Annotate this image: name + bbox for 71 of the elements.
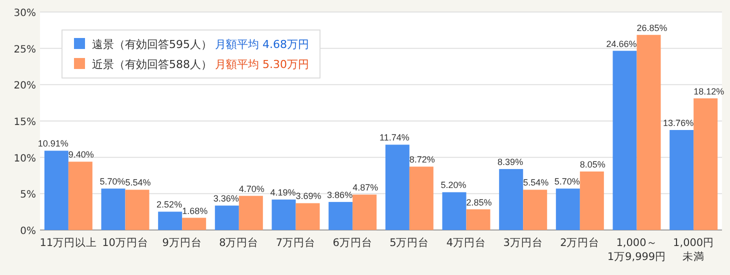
bar	[328, 202, 353, 230]
data-label: 9.40%	[68, 150, 94, 160]
y-tick-label: 0%	[20, 226, 36, 237]
bar	[499, 169, 524, 230]
data-label: 5.20%	[440, 180, 466, 190]
data-label: 4.87%	[352, 182, 378, 193]
data-label: 3.36%	[213, 194, 239, 204]
data-label: 13.76%	[663, 118, 694, 128]
x-tick-label: 6万円台	[332, 236, 372, 249]
y-tick-label: 25%	[14, 44, 36, 56]
x-tick-label: 3万円台	[503, 236, 543, 249]
bar	[68, 162, 92, 230]
y-tick-label: 5%	[20, 190, 36, 201]
x-tick-label: 1,000円未満	[673, 237, 714, 263]
bar	[580, 172, 604, 230]
data-label: 4.70%	[238, 184, 264, 194]
data-label: 5.70%	[100, 176, 126, 187]
bar	[182, 218, 206, 230]
annotation: 月額平均 5.30万円	[215, 58, 309, 71]
bar	[670, 130, 694, 230]
x-tick-label: 10万円台	[102, 236, 148, 249]
bar	[296, 203, 320, 230]
data-label: 5.54%	[523, 178, 549, 188]
y-tick-label: 10%	[14, 153, 36, 164]
data-label: 8.39%	[498, 157, 524, 168]
x-tick-label: 2万円台	[560, 236, 600, 249]
data-label: 1.68%	[182, 206, 208, 216]
bar	[158, 212, 182, 230]
bar	[556, 188, 580, 230]
data-label: 8.72%	[409, 154, 435, 165]
x-tick-label: 7万円台	[276, 236, 316, 249]
bar	[466, 209, 490, 230]
bar	[352, 194, 377, 230]
bar	[442, 192, 466, 230]
data-label: 2.85%	[466, 197, 492, 208]
y-tick-label: 15%	[14, 117, 36, 128]
bar	[523, 190, 548, 230]
y-tick-label: 30%	[14, 8, 36, 19]
bar	[409, 166, 434, 230]
data-label: 4.19%	[270, 188, 296, 198]
x-tick-label: 9万円台	[162, 236, 202, 249]
bar	[272, 200, 296, 230]
data-label: 2.52%	[156, 200, 182, 210]
x-tick-label: 1,000～1万9,999円	[607, 237, 666, 263]
annotation: 月額平均 4.68万円	[215, 38, 309, 51]
bar	[385, 144, 410, 230]
data-label: 3.86%	[327, 190, 353, 200]
x-tick-label: 4万円台	[446, 236, 486, 249]
x-tick-label: 11万円以上	[40, 236, 98, 249]
data-label: 11.74%	[380, 132, 410, 143]
data-label: 5.70%	[554, 176, 580, 187]
x-tick-label: 5万円台	[390, 236, 430, 249]
legend-label: 遠景（有効回答595人）	[92, 38, 212, 51]
data-label: 8.05%	[580, 160, 606, 170]
legend-label: 近景（有効回答588人）	[92, 58, 212, 71]
bar	[125, 190, 150, 230]
bar	[612, 50, 637, 230]
data-label: 26.85%	[636, 22, 668, 33]
bar	[214, 206, 239, 230]
y-tick-label: 20%	[14, 80, 36, 92]
bar	[101, 188, 126, 230]
bar	[636, 34, 661, 230]
data-label: 5.54%	[125, 178, 151, 188]
bar	[44, 150, 68, 230]
bar	[238, 196, 263, 230]
bar	[694, 98, 718, 230]
data-label: 18.12%	[694, 86, 724, 96]
data-label: 3.69%	[296, 191, 322, 202]
data-label: 10.91%	[38, 138, 68, 149]
x-tick-label: 8万円台	[219, 236, 259, 249]
data-label: 24.66%	[606, 38, 637, 49]
